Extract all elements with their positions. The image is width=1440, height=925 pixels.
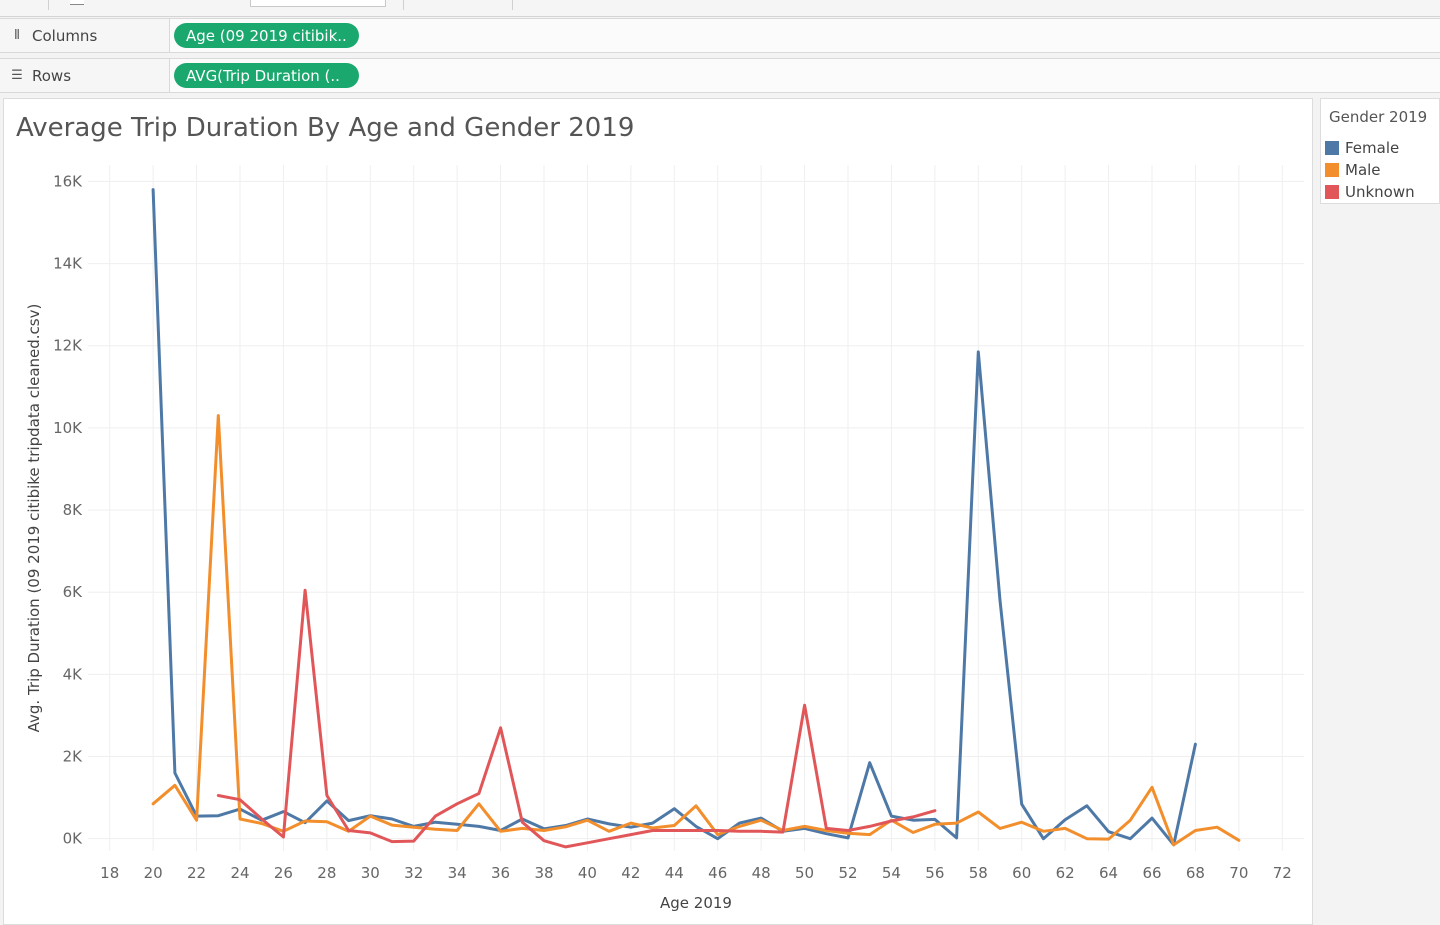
toolbar-control[interactable] (70, 0, 84, 5)
chart-panel: Average Trip Duration By Age and Gender … (3, 98, 1313, 925)
rows-drop-area[interactable]: AVG(Trip Duration (.. (170, 59, 1440, 92)
x-tick-label: 44 (665, 864, 684, 882)
toolbar-strip (0, 0, 1440, 17)
columns-icon: ⫴ (14, 28, 20, 43)
x-axis-title: Age 2019 (660, 894, 732, 912)
x-tick-label: 56 (925, 864, 944, 882)
legend-swatch-unknown (1325, 185, 1339, 199)
rows-pill[interactable]: AVG(Trip Duration (.. (174, 63, 359, 88)
x-tick-label: 38 (534, 864, 553, 882)
x-tick-label: 26 (274, 864, 293, 882)
legend-list: Female Male Unknown (1325, 137, 1415, 203)
legend-title: Gender 2019 (1329, 108, 1428, 126)
y-tick-label: 16K (53, 172, 83, 190)
series-line-unknown (216, 588, 937, 849)
columns-pill[interactable]: Age (09 2019 citibik.. (174, 23, 359, 48)
y-tick-label: 4K (63, 665, 84, 683)
y-axis-title: Avg. Trip Duration (09 2019 citibike tri… (25, 304, 43, 733)
x-tick-label: 18 (100, 864, 119, 882)
legend-item-female[interactable]: Female (1325, 137, 1415, 159)
x-tick-label: 50 (795, 864, 814, 882)
x-tick-label: 62 (1056, 864, 1075, 882)
x-tick-label: 60 (1012, 864, 1031, 882)
legend-swatch-male (1325, 163, 1339, 177)
x-tick-label: 54 (882, 864, 901, 882)
y-tick-label: 10K (53, 419, 83, 437)
y-tick-label: 2K (63, 748, 84, 766)
columns-shelf-label: ⫴ Columns (0, 19, 170, 52)
x-tick-label: 64 (1099, 864, 1118, 882)
x-tick-label: 52 (838, 864, 857, 882)
toolbar-divider (512, 0, 513, 10)
legend-label-unknown: Unknown (1345, 183, 1415, 201)
y-tick-label: 0K (63, 830, 84, 848)
columns-shelf: ⫴ Columns Age (09 2019 citibik.. (0, 18, 1440, 53)
rows-shelf-label: ☰ Rows (0, 59, 170, 92)
legend-item-male[interactable]: Male (1325, 159, 1415, 181)
x-tick-label: 20 (144, 864, 163, 882)
legend-swatch-female (1325, 141, 1339, 155)
x-tick-label: 48 (752, 864, 771, 882)
series-line-male (151, 414, 1241, 847)
line-chart: 18 20 22 24 26 28 30 32 34 36 38 40 42 44 46 48 50 52 54 56… (25, 165, 1304, 912)
x-tick-label: 42 (621, 864, 640, 882)
rows-label: Rows (32, 66, 72, 85)
legend-label-male: Male (1345, 161, 1381, 179)
y-tick-label: 14K (53, 255, 83, 273)
x-tick-label: 22 (187, 864, 206, 882)
x-tick-label: 68 (1186, 864, 1205, 882)
legend-panel: Gender 2019 Female Male Unknown (1320, 98, 1440, 204)
x-tick-label: 46 (708, 864, 727, 882)
x-tick-label: 32 (404, 864, 423, 882)
x-tick-label: 70 (1229, 864, 1248, 882)
y-tick-label: 8K (63, 501, 84, 519)
toolbar-divider (403, 0, 404, 10)
x-tick-label: 24 (230, 864, 249, 882)
x-tick-label: 58 (969, 864, 988, 882)
columns-label: Columns (32, 26, 98, 45)
rows-shelf: ☰ Rows AVG(Trip Duration (.. (0, 58, 1440, 93)
toolbar-divider (48, 0, 49, 10)
legend-label-female: Female (1345, 139, 1400, 157)
chart-title: Average Trip Duration By Age and Gender … (16, 113, 635, 143)
x-tick-label: 34 (448, 864, 467, 882)
x-tick-label: 72 (1273, 864, 1292, 882)
series-line-female (151, 188, 1197, 847)
x-tick-label: 36 (491, 864, 510, 882)
toolbar-dropdown[interactable] (250, 0, 386, 7)
y-tick-label: 12K (53, 337, 83, 355)
x-tick-label: 28 (317, 864, 336, 882)
rows-icon: ☰ (11, 68, 23, 83)
x-tick-label: 66 (1142, 864, 1161, 882)
legend-item-unknown[interactable]: Unknown (1325, 181, 1415, 203)
x-tick-label: 30 (361, 864, 380, 882)
y-tick-label: 6K (63, 583, 84, 601)
x-tick-label: 40 (578, 864, 597, 882)
columns-drop-area[interactable]: Age (09 2019 citibik.. (170, 19, 1440, 52)
